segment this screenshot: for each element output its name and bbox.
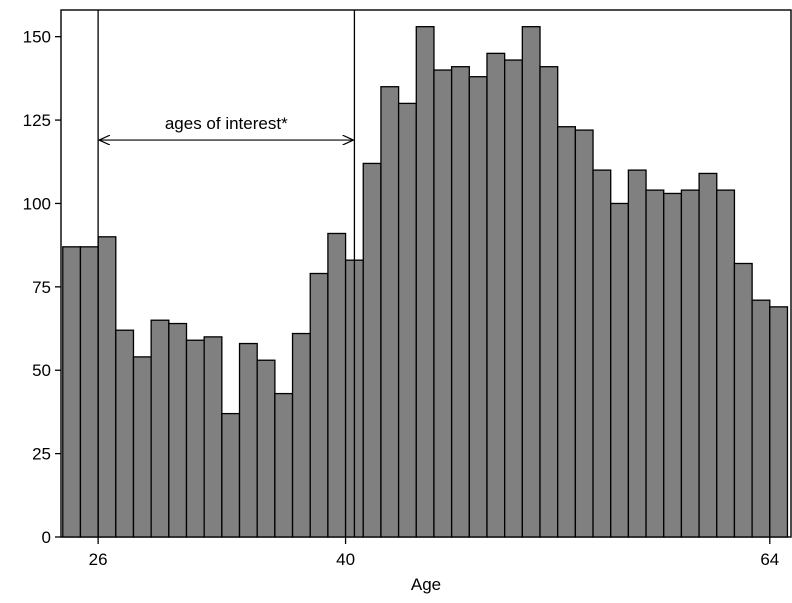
y-tick-label: 150 xyxy=(23,28,51,47)
x-tick-label: 40 xyxy=(336,550,355,569)
histogram-bar xyxy=(309,272,329,538)
histogram-bar xyxy=(415,26,435,538)
histogram-bar xyxy=(185,339,205,538)
histogram-bar xyxy=(592,169,612,538)
histogram-bar xyxy=(150,319,170,538)
histogram-bar xyxy=(62,246,82,538)
histogram-bar xyxy=(645,189,665,538)
histogram-bar xyxy=(221,412,241,538)
histogram-bar xyxy=(132,356,152,538)
histogram-bar xyxy=(327,232,347,538)
y-tick-label: 100 xyxy=(23,194,51,213)
bars-group xyxy=(62,26,789,538)
histogram-bar xyxy=(433,69,453,538)
histogram-bar xyxy=(680,189,700,538)
histogram-bar xyxy=(610,202,630,538)
histogram-bar xyxy=(238,342,258,538)
histogram-bar xyxy=(256,359,276,538)
histogram-bar xyxy=(450,66,470,538)
histogram-bar xyxy=(468,76,488,538)
histogram-bar xyxy=(291,332,311,538)
histogram-bar xyxy=(539,66,559,538)
histogram-bar xyxy=(716,189,736,538)
histogram-bar xyxy=(362,162,382,538)
histogram-bar xyxy=(663,192,683,538)
histogram-bar xyxy=(698,172,718,538)
x-axis: 26 40 64 xyxy=(89,537,779,569)
histogram-bar xyxy=(521,26,541,538)
histogram-bar xyxy=(574,129,594,538)
histogram-bar xyxy=(203,336,223,538)
y-tick-label: 50 xyxy=(32,361,51,380)
x-tick-label: 26 xyxy=(89,550,108,569)
histogram-bar xyxy=(751,299,771,538)
histogram-bar xyxy=(557,126,577,538)
y-tick-label: 0 xyxy=(42,528,51,547)
histogram-bar xyxy=(380,86,400,538)
histogram-bar xyxy=(97,236,117,538)
histogram-bar xyxy=(397,102,417,538)
y-tick-label: 125 xyxy=(23,111,51,130)
histogram-bar xyxy=(486,52,506,538)
x-axis-label: Age xyxy=(411,575,441,594)
annotations-group: ages of interest* xyxy=(97,10,356,537)
histogram-bar xyxy=(733,262,753,538)
histogram-bar xyxy=(504,59,523,538)
histogram-bar xyxy=(79,246,99,538)
histogram-bar xyxy=(769,306,789,538)
annotation-label: ages of interest* xyxy=(165,114,288,133)
histogram-bar xyxy=(168,322,188,538)
y-axis: 0 25 50 75 100 125 150 xyxy=(23,28,61,547)
y-tick-label: 75 xyxy=(32,278,51,297)
histogram-bar xyxy=(274,392,294,538)
x-tick-label: 64 xyxy=(760,550,779,569)
histogram-bar xyxy=(115,329,135,538)
histogram-bar xyxy=(627,169,647,538)
y-tick-label: 25 xyxy=(32,445,51,464)
